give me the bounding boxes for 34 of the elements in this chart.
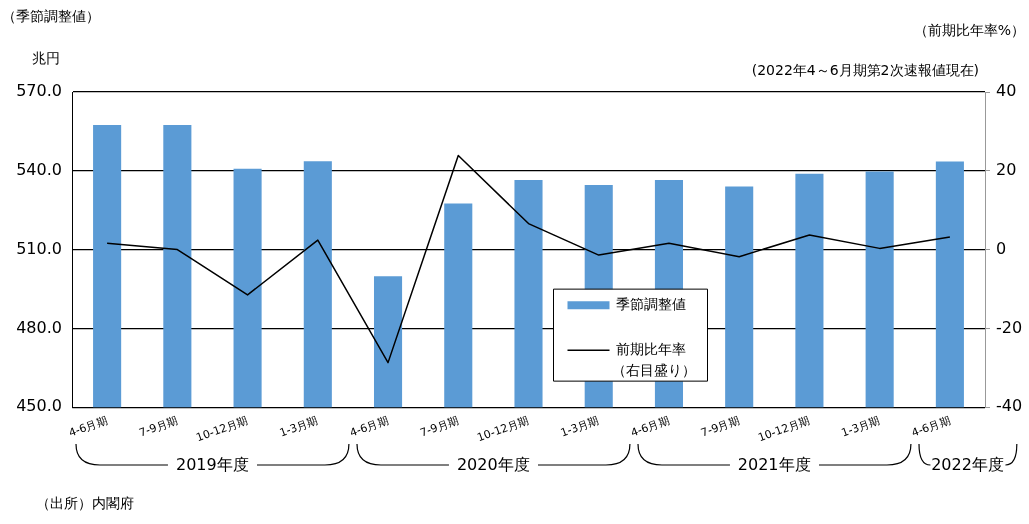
y-tick-label: 480.0	[16, 317, 62, 337]
x-tick-label: 4-6月期	[67, 413, 110, 440]
chart-subtitle: (2022年4～6月期第2次速報値現在)	[751, 62, 979, 80]
y2-tick-label: -20	[996, 317, 1023, 337]
x-tick-label: 4-6月期	[348, 413, 391, 440]
x-tick-label: 10-12月期	[194, 413, 250, 445]
y2-tick-label: -40	[996, 396, 1023, 416]
x-tick-label: 1-3月期	[277, 413, 320, 440]
y-tick-label: 540.0	[16, 159, 62, 179]
x-tick-label: 10-12月期	[756, 413, 812, 445]
text: 2020年度	[456, 455, 530, 475]
x-tick-label: 7-9月期	[418, 413, 461, 440]
y-tick-label: 570.0	[16, 81, 62, 101]
text: （出所）内閣府	[36, 495, 134, 513]
text: 2022年度	[931, 455, 1004, 475]
text: 2021年度	[737, 455, 811, 475]
x-tick-label: 7-9月期	[137, 413, 180, 440]
x-tick-label: 1-3月期	[558, 413, 601, 440]
y2-tick-label: 40	[996, 81, 1017, 101]
x-tick-label: 1-3月期	[839, 413, 882, 440]
text: （季節調整値）	[2, 8, 100, 26]
x-tick-label: 4-6月期	[628, 413, 671, 440]
text: 2019年度	[175, 455, 249, 475]
y-tick-label: 450.0	[16, 396, 62, 416]
y2-tick-label: 0	[996, 238, 1007, 258]
y-axis-title: 兆円	[32, 50, 60, 68]
y-tick-label: 510.0	[16, 238, 62, 258]
x-tick-label: 10-12月期	[475, 413, 531, 445]
x-tick-label: 7-9月期	[699, 413, 742, 440]
legend-label: 前期比年率（右目盛り）	[611, 340, 696, 378]
y2-axis-title: （前期比年率%）	[913, 22, 1025, 40]
legend-label: 季節調整値	[615, 295, 686, 312]
y2-tick-label: 20	[996, 159, 1017, 179]
x-tick-label: 4-6月期	[909, 413, 952, 440]
